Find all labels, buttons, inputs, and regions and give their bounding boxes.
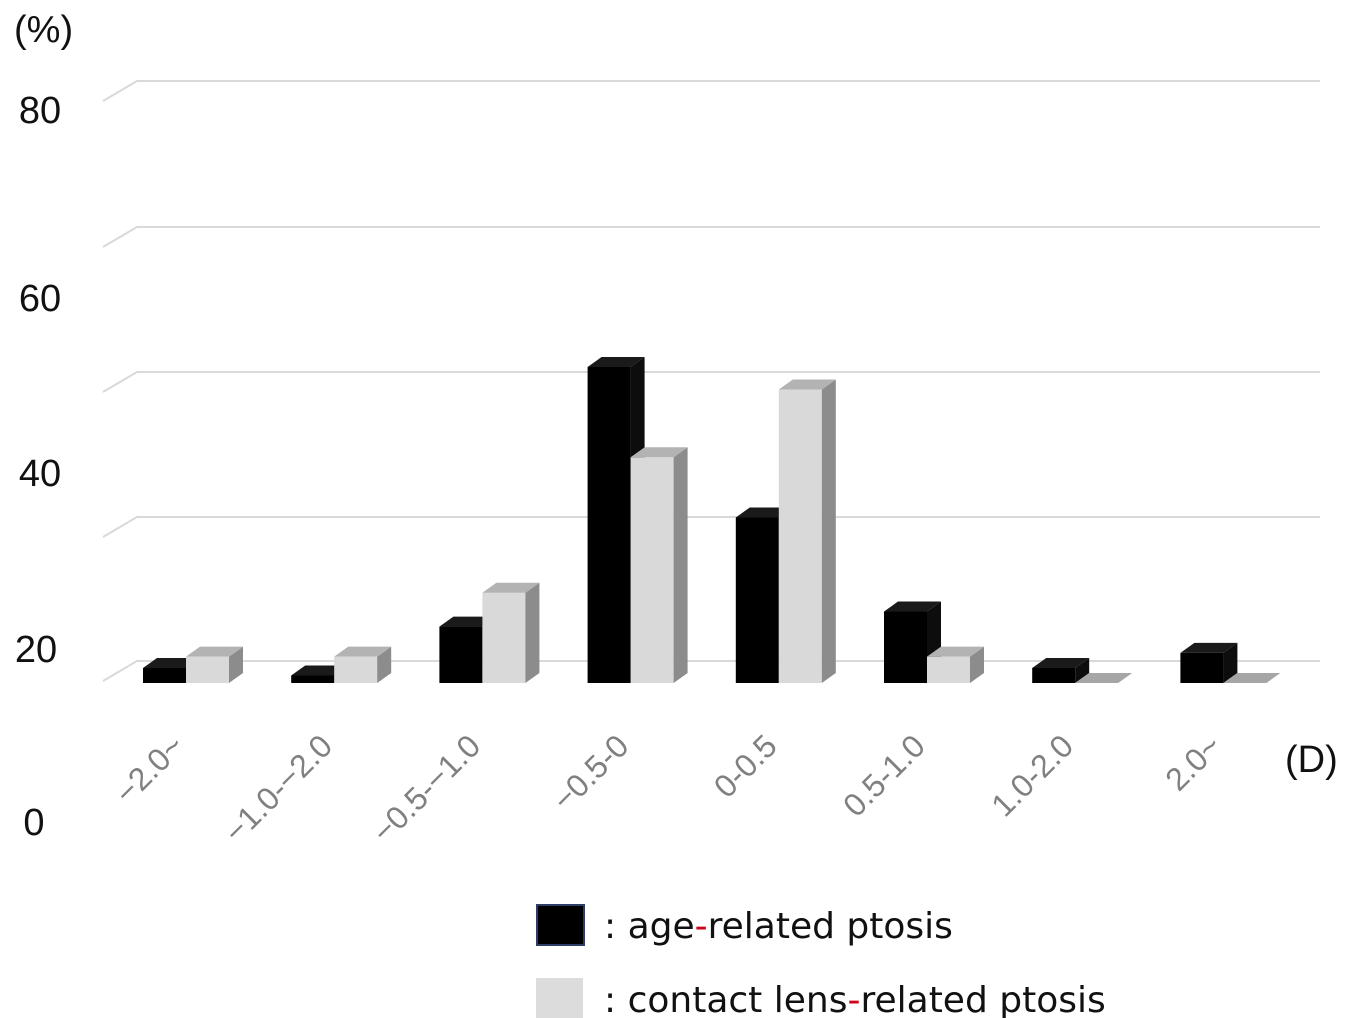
bar-top (334, 646, 392, 657)
legend: : age-related ptosis : contact lens-rela… (536, 904, 1106, 1018)
bar-top (735, 507, 793, 518)
bar-contact-lens-related (1075, 673, 1133, 683)
bar-top (1180, 642, 1238, 653)
bar-front (630, 457, 674, 683)
y-tick-label: 80 (19, 90, 61, 132)
bar-contact-lens-related (186, 646, 243, 683)
bar-side (821, 379, 836, 683)
x-category-label: 1.0-2.0 (984, 727, 1080, 823)
y-tick-label: 40 (19, 453, 61, 495)
bar-side (1075, 657, 1090, 683)
x-category-label: 2.0~ (1158, 727, 1228, 797)
bar-top (143, 657, 200, 668)
legend-item-age-related: : age-related ptosis (536, 904, 953, 947)
bar-front (1180, 652, 1224, 683)
bar-front (778, 389, 822, 683)
y-tick-label: 60 (19, 278, 61, 320)
legend-label-age-related: : age-related ptosis (604, 906, 953, 947)
legend-swatch-contact-lens-related (536, 978, 583, 1018)
x-category-label: −0.5-0 (545, 727, 635, 817)
bar-contact-lens-related (334, 646, 392, 683)
bar-top (1032, 657, 1090, 668)
bar-top (587, 356, 645, 367)
bar-front (884, 611, 927, 683)
bar-side (970, 646, 984, 683)
bar-age-related (1032, 657, 1090, 683)
x-category-label: −2.0~ (108, 727, 191, 810)
x-category-label: 0.5-1.0 (836, 727, 932, 823)
bar-top-zero (1075, 673, 1133, 683)
bar-contact-lens-related (778, 379, 836, 683)
bar-front (291, 675, 335, 683)
bar-top (778, 379, 836, 390)
bar-front (1032, 667, 1076, 683)
bar-front (587, 366, 631, 683)
bar-contact-lens-related (630, 447, 688, 683)
legend-label-contact-lens-related: : contact lens-related ptosis (604, 980, 1106, 1018)
bar-contact-lens-related (927, 646, 984, 683)
grid (102, 80, 1320, 682)
y-axis-ticks: 0 20 40 60 80 (15, 90, 61, 844)
bar-front (927, 656, 970, 683)
category-labels: −2.0~ −1.0-−2.0 −0.5-−1.0 −0.5-0 0-0.5 0.5-1.… (108, 727, 1229, 849)
legend-item-contact-lens-related: : contact lens-related ptosis (536, 978, 1106, 1018)
bar-side (525, 582, 540, 683)
gridline (102, 516, 1320, 538)
bar-top (630, 447, 688, 458)
y-axis-unit: (%) (14, 9, 73, 51)
bar-top (884, 601, 941, 612)
bar-front (735, 517, 779, 683)
bar-front (334, 656, 378, 683)
bars (143, 356, 1281, 683)
bar-top (927, 646, 984, 657)
bar-contact-lens-related (482, 582, 540, 683)
bar-side (377, 646, 392, 683)
x-category-label: 0-0.5 (707, 727, 784, 804)
bar-front (143, 667, 186, 683)
x-category-label: −0.5-−1.0 (365, 727, 487, 849)
bar-age-related (1180, 642, 1238, 683)
x-category-label: −1.0-−2.0 (217, 727, 339, 849)
x-axis-unit: (D) (1285, 739, 1338, 781)
bar-front (186, 656, 229, 683)
bar-top-zero (1223, 673, 1281, 683)
bar-contact-lens-related (1223, 673, 1281, 683)
bar-top (291, 665, 349, 676)
bar-side (1223, 642, 1238, 683)
gridline (102, 226, 1320, 248)
y-tick-label: 20 (15, 629, 57, 671)
bar-front (439, 626, 483, 683)
gridline (102, 371, 1320, 393)
bar-side (229, 646, 243, 683)
bar-top (439, 616, 497, 627)
bar-top (186, 646, 243, 657)
y-tick-label: 0 (23, 802, 44, 844)
legend-swatch-age-related (536, 904, 585, 946)
gridline (102, 80, 1320, 102)
bar-top (482, 582, 540, 593)
gridline (102, 660, 1320, 682)
bar-front (482, 592, 526, 683)
bar-side (673, 447, 688, 683)
